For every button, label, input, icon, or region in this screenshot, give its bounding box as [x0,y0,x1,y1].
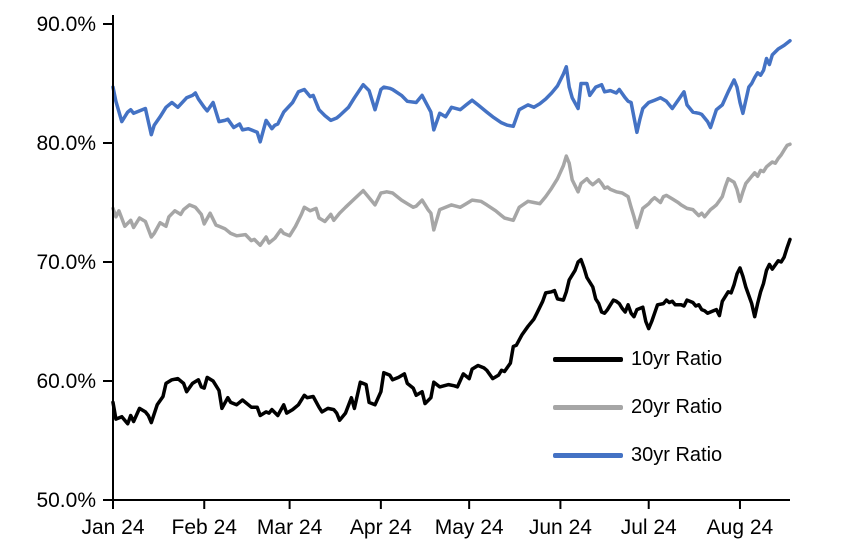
legend-label-10yr: 10yr Ratio [631,348,723,370]
legend-swatch-10yr [553,357,623,362]
x-tick-label: Apr 24 [350,516,412,539]
x-tick-label: Feb 24 [172,516,238,539]
y-tick-label: 60.0% [36,370,96,393]
x-tick-label: Jul 24 [621,516,677,539]
legend-item-30yr: 30yr Ratio [553,442,722,469]
series-line-30yr-ratio [111,38,792,144]
y-tick-label: 80.0% [36,132,96,155]
legend-label-20yr: 20yr Ratio [631,396,723,418]
legend-label-30yr: 30yr Ratio [631,444,723,466]
series-line-10yr-ratio [111,237,792,426]
x-tick-label: Aug 24 [707,516,774,539]
series-lines [111,38,792,426]
y-tick-label: 90.0% [36,13,96,36]
x-tick-label: Mar 24 [257,516,323,539]
x-tick-label: Jan 24 [81,516,144,539]
legend-swatch-20yr [553,405,623,410]
legend: 10yr Ratio 20yr Ratio 30yr Ratio [553,346,722,469]
legend-item-10yr: 10yr Ratio [553,346,722,373]
legend-swatch-30yr [553,453,623,458]
y-tick-label: 70.0% [36,251,96,274]
x-axis: Jan 24 Feb 24 Mar 24 Apr 24 May 24 Jun 24 Jul … [81,499,790,539]
y-tick-label: 50.0% [36,489,96,512]
legend-item-20yr: 20yr Ratio [553,394,722,421]
y-axis: 50.0% 60.0% 70.0% 80.0% 90.0% [36,13,114,512]
series-line-20yr-ratio [111,142,792,248]
x-tick-label: May 24 [435,516,504,539]
x-tick-label: Jun 24 [529,516,592,539]
